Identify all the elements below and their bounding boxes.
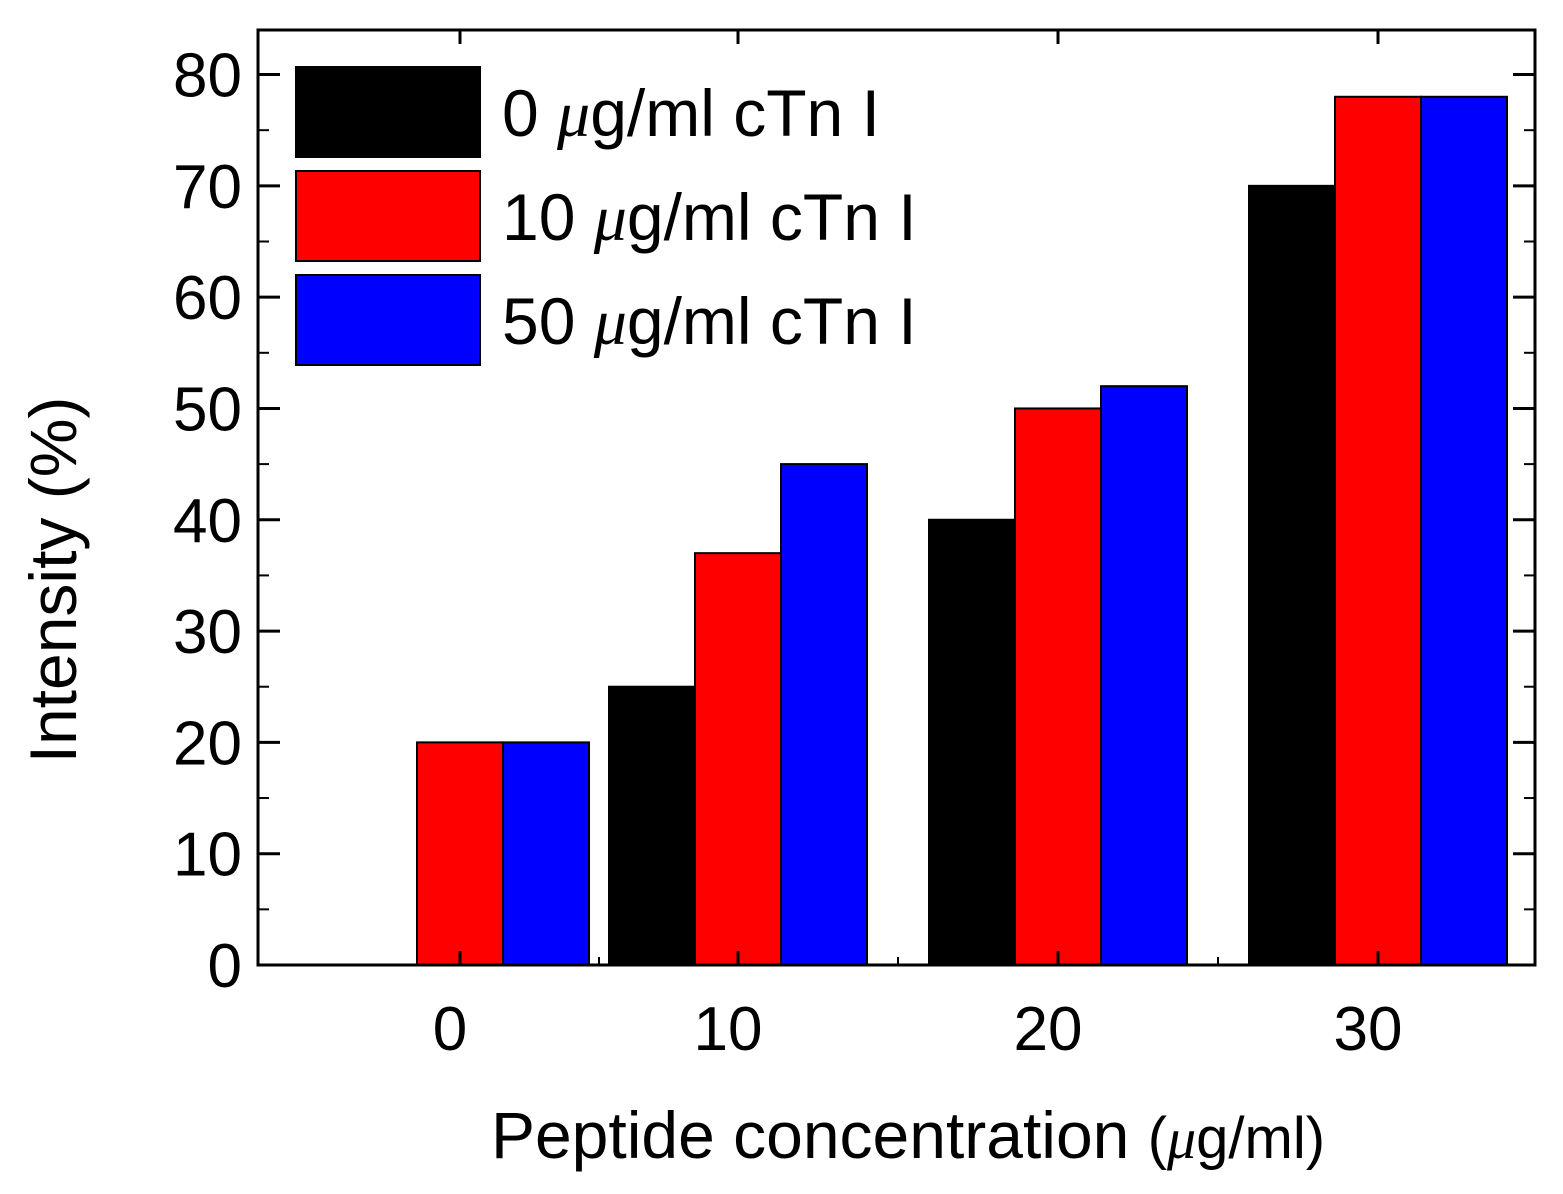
bar-20-series-1 (928, 518, 1016, 966)
legend-label-3: 50 μg/ml cTn I (502, 284, 917, 359)
y-tick-label: 40 (173, 487, 242, 556)
bar-20-series-3 (1100, 385, 1188, 966)
x-axis-title: Peptide concentration (μg/ml) (491, 1098, 1325, 1172)
legend-swatch-3 (295, 274, 481, 366)
axes-group: 0 10 20 30 40 50 60 70 80 0 10 20 30 (173, 28, 1537, 1064)
x-tick-label: 30 (1334, 995, 1403, 1064)
legend-label-suffix: g/ml cTn I (627, 284, 917, 358)
y-tick-label: 70 (173, 153, 242, 222)
x-axis-title-unit-open: ( (1148, 1106, 1167, 1171)
legend-label-prefix: 10 (502, 180, 594, 254)
x-axis-title-mu: μ (1166, 1106, 1196, 1171)
bar-20-series-2 (1014, 407, 1102, 966)
bar-10-series-1 (608, 685, 696, 966)
y-tick-label: 20 (173, 709, 242, 778)
y-tick-label: 50 (173, 375, 242, 444)
legend-swatch-2 (295, 170, 481, 262)
legend-label-2: 10 μg/ml cTn I (502, 180, 917, 255)
y-tick-label: 30 (173, 598, 242, 667)
legend-label-prefix: 50 (502, 284, 594, 358)
x-tick-label: 20 (1014, 995, 1083, 1064)
x-axis-title-main: Peptide concentration (491, 1098, 1148, 1172)
y-axis-title: Intensity (%) (16, 397, 90, 764)
bars-group (416, 95, 1508, 967)
bar-30-series-3 (1420, 95, 1508, 967)
x-tick-label: 0 (433, 995, 467, 1064)
y-tick-label: 80 (173, 42, 242, 111)
plot-frame (256, 28, 1537, 967)
bar-30-series-1 (1248, 184, 1336, 967)
y-tick-label: 0 (208, 932, 242, 1001)
legend-label-prefix: 0 (502, 76, 557, 150)
legend-swatch-1 (295, 66, 481, 158)
legend-label-suffix: g/ml cTn I (627, 180, 917, 254)
legend-label-1: 0 μg/ml cTn I (502, 76, 880, 151)
bar-30-series-2 (1334, 95, 1422, 967)
x-axis-title-unit-rest: g/ml) (1196, 1106, 1325, 1171)
legend: 0 μg/ml cTn I10 μg/ml cTn I50 μg/ml cTn … (295, 66, 917, 366)
legend-label-mu: μ (556, 78, 590, 151)
y-tick-label: 60 (173, 264, 242, 333)
bar-0-series-2 (416, 741, 504, 967)
legend-label-mu: μ (593, 286, 627, 359)
legend-label-mu: μ (593, 182, 627, 255)
bar-10-series-3 (780, 463, 868, 966)
y-tick-label: 10 (173, 821, 242, 890)
legend-label-suffix: g/ml cTn I (590, 76, 880, 150)
bar-10-series-2 (694, 552, 782, 967)
bar-0-series-3 (502, 741, 590, 967)
x-tick-label: 10 (694, 995, 763, 1064)
